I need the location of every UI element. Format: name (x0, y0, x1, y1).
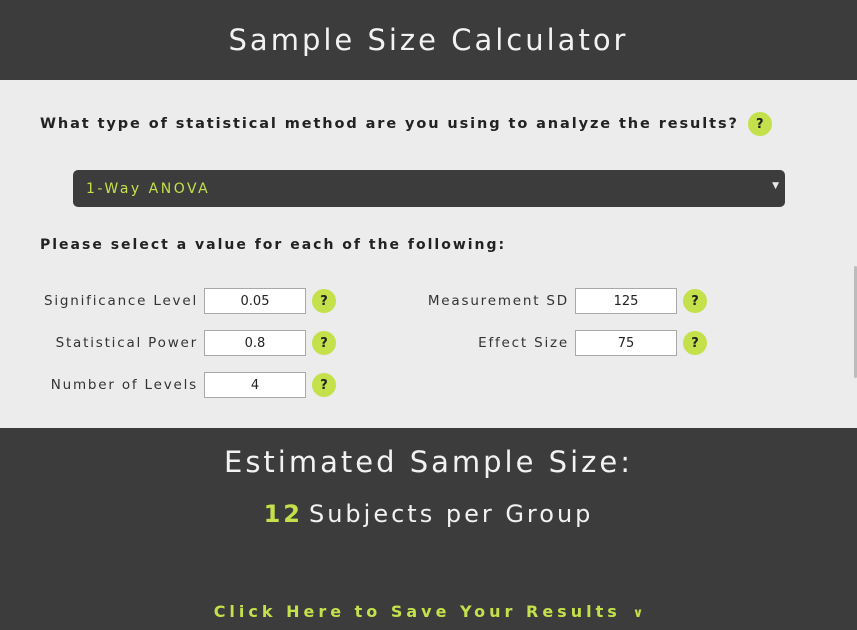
result-line: 12 Subjects per Group (0, 500, 857, 528)
measurement-sd-row: Measurement SD ? (369, 288, 707, 314)
measurement-sd-label: Measurement SD (427, 293, 569, 309)
effect-size-label: Effect Size (478, 335, 569, 351)
measurement-sd-help-icon[interactable]: ? (683, 289, 707, 313)
significance-level-help-icon[interactable]: ? (312, 289, 336, 313)
statistical-power-input[interactable] (204, 330, 306, 356)
statistical-power-help-icon[interactable]: ? (312, 331, 336, 355)
significance-level-input[interactable] (204, 288, 306, 314)
significance-level-label: Significance Level (43, 293, 198, 309)
results-panel: Estimated Sample Size: 12 Subjects per Gr… (0, 428, 857, 630)
method-help-icon[interactable]: ? (747, 112, 772, 136)
measurement-sd-input[interactable] (575, 288, 677, 314)
method-select-value: 1-Way ANOVA (86, 180, 211, 197)
save-results-label: Click Here to Save Your Results (213, 602, 621, 621)
page-title: Sample Size Calculator (228, 23, 629, 57)
effect-size-input[interactable] (575, 330, 677, 356)
number-of-levels-row: Number of Levels ? (0, 372, 336, 398)
statistical-power-row: Statistical Power ? (0, 330, 336, 356)
chevron-down-icon: ∨ (632, 606, 644, 621)
number-of-levels-label: Number of Levels (50, 377, 198, 393)
statistical-power-label: Statistical Power (55, 335, 198, 351)
sample-size-count: 12 (263, 500, 303, 528)
results-title: Estimated Sample Size: (224, 445, 633, 479)
chevron-down-icon: ▼ (772, 181, 779, 191)
sample-size-unit: Subjects per Group (308, 500, 594, 528)
save-results-link[interactable]: Click Here to Save Your Results ∨ (0, 602, 857, 621)
effect-size-row: Effect Size ? (369, 330, 707, 356)
number-of-levels-input[interactable] (204, 372, 306, 398)
method-select[interactable]: 1-Way ANOVA ▼ (73, 170, 785, 207)
header-bar: Sample Size Calculator (0, 0, 857, 80)
method-question: What type of statistical method are you … (40, 112, 772, 136)
significance-level-row: Significance Level ? (0, 288, 336, 314)
number-of-levels-help-icon[interactable]: ? (312, 373, 336, 397)
scrollbar[interactable] (854, 266, 857, 378)
instruction-text: Please select a value for each of the fo… (40, 237, 507, 253)
method-question-text: What type of statistical method are you … (40, 116, 739, 132)
input-panel: What type of statistical method are you … (0, 80, 857, 428)
effect-size-help-icon[interactable]: ? (683, 331, 707, 355)
